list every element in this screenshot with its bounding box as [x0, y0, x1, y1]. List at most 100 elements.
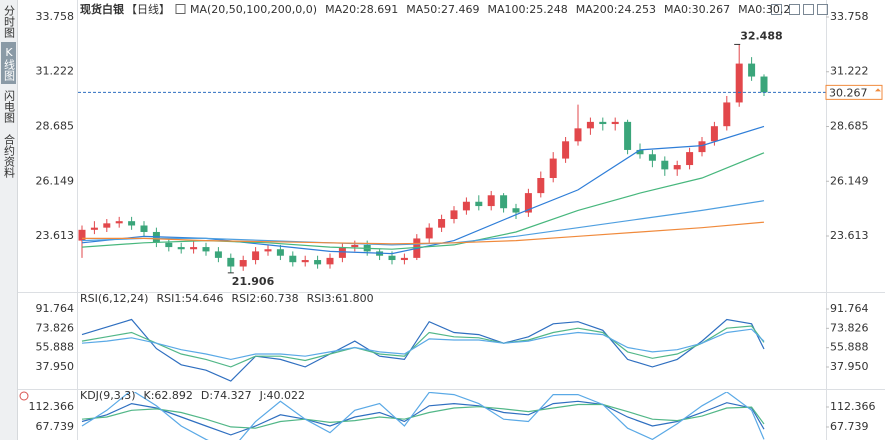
- candle-body: [636, 149, 644, 155]
- y-tick-label: 55.888: [36, 341, 75, 354]
- candle-body: [289, 255, 297, 263]
- candle-body: [152, 231, 160, 243]
- indicator-name: RSI(6,12,24): [80, 292, 148, 305]
- y-tick-label: 33.758: [830, 10, 869, 23]
- candle-body: [661, 160, 669, 170]
- candle-body: [586, 121, 594, 129]
- y-tick-label: 73.826: [36, 321, 75, 334]
- candle-body: [710, 126, 718, 142]
- candle-body: [177, 247, 185, 250]
- tool-icon[interactable]: [803, 4, 814, 15]
- y-tick-label: 28.685: [830, 120, 869, 133]
- y-tick-label: 67.739: [830, 420, 869, 433]
- candle-body: [400, 257, 408, 261]
- y-tick-label: 112.366: [830, 400, 876, 413]
- tab[interactable]: K线图: [1, 42, 16, 84]
- tool-icon[interactable]: [789, 4, 800, 15]
- toolbar: [771, 4, 828, 15]
- legend-entry: D:74.327: [201, 389, 252, 402]
- candle-body: [78, 229, 86, 241]
- candle-body: [227, 257, 235, 267]
- y-tick-label: 26.149: [830, 174, 869, 187]
- y-tick-label: 31.222: [36, 65, 75, 78]
- tool-icon[interactable]: [817, 4, 828, 15]
- candle-body: [128, 221, 136, 226]
- settings-icon[interactable]: [19, 391, 29, 401]
- symbol: 现货白银: [80, 2, 125, 16]
- y-tick-label: 28.685: [36, 120, 75, 133]
- y-tick-label: 37.950: [830, 360, 869, 373]
- candle-body: [165, 242, 173, 248]
- candle-body: [562, 141, 570, 159]
- legend-entry: RSI1:54.646: [156, 292, 223, 305]
- legend-entry: J:40.022: [259, 389, 305, 402]
- candle-body: [475, 201, 483, 207]
- candle-body: [326, 257, 334, 265]
- candle-body: [462, 201, 470, 211]
- candle-body: [351, 244, 359, 248]
- candle-body: [487, 195, 495, 207]
- candle-body: [301, 260, 309, 263]
- candle-body: [673, 165, 681, 170]
- tab[interactable]: 合约资料: [2, 134, 16, 178]
- candle-body: [140, 225, 148, 232]
- sidebar: 分时图 K线图 闪电图 合约资料: [0, 0, 18, 440]
- plot-area: [78, 44, 768, 273]
- legend-entry: MA0:30.2: [738, 3, 790, 16]
- legend-entry: K:62.892: [144, 389, 193, 402]
- candle-body: [314, 260, 322, 265]
- candle-body: [190, 247, 198, 250]
- candle-body: [103, 223, 111, 228]
- legend-entry: MA50:27.469: [406, 3, 479, 16]
- candle-body: [686, 152, 694, 166]
- y-tick-label: 91.764: [36, 302, 75, 315]
- plot-area: [81, 392, 765, 440]
- indicator-name: KDJ(9,3,3): [80, 389, 136, 402]
- y-tick-label: 73.826: [830, 321, 869, 334]
- last-price-box: [825, 84, 883, 100]
- candle-body: [450, 210, 458, 220]
- candle-body: [438, 219, 446, 228]
- candle-body: [599, 121, 607, 125]
- candle-body: [537, 178, 545, 194]
- high-label: 32.488: [740, 29, 782, 42]
- candle-body: [264, 249, 272, 252]
- candle-body: [624, 121, 632, 150]
- candle-body: [574, 128, 582, 142]
- candle-body: [611, 121, 619, 125]
- y-tick-label: 67.739: [36, 420, 75, 433]
- legend-entry: MA0:30.267: [664, 3, 730, 16]
- tab[interactable]: 分时图: [2, 4, 16, 38]
- candle-body: [698, 141, 706, 153]
- indicator-line: [81, 328, 765, 361]
- y-tick-label: 33.758: [36, 10, 75, 23]
- y-tick-label: 55.888: [830, 341, 869, 354]
- tab[interactable]: 闪电图: [2, 89, 16, 123]
- candle-body: [252, 251, 260, 261]
- legend-entry: MA100:25.248: [488, 3, 568, 16]
- legend-entry: MA20:28.691: [325, 3, 398, 16]
- legend-entry: MA200:24.253: [576, 3, 656, 16]
- last-price-label: 30.267: [829, 86, 868, 99]
- y-tick-label: 112.366: [29, 400, 75, 413]
- candle-body: [760, 76, 768, 93]
- y-tick-label: 23.613: [830, 229, 869, 242]
- period: 【日线】: [126, 2, 170, 16]
- y-tick-label: 26.149: [36, 174, 75, 187]
- candle-body: [90, 227, 98, 230]
- y-tick-label: 23.613: [36, 229, 75, 242]
- candle-body: [648, 154, 656, 161]
- candle-body: [115, 221, 123, 224]
- indicator-line: [81, 400, 765, 436]
- candle-body: [202, 247, 210, 252]
- candle-body: [500, 195, 508, 209]
- candle-body: [338, 247, 346, 258]
- candle-body: [723, 102, 731, 127]
- y-tick-label: 37.950: [36, 360, 75, 373]
- candle-body: [512, 208, 520, 213]
- candle-body: [735, 63, 743, 103]
- indicator-line: [81, 392, 765, 440]
- low-label: 21.906: [232, 275, 275, 288]
- tool-icon[interactable]: [771, 4, 782, 15]
